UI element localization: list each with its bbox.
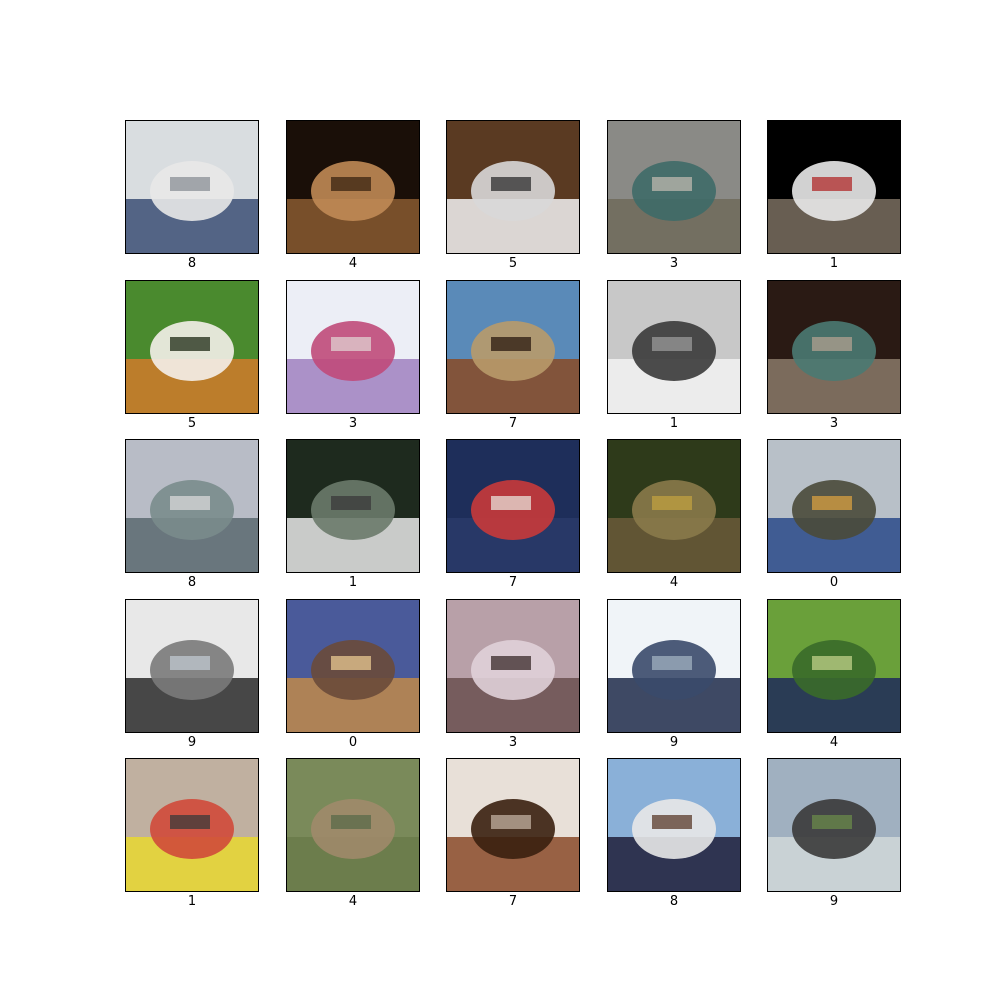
thumbnail-picture — [287, 759, 419, 891]
thumbnail-label: 7 — [446, 416, 580, 432]
thumbnail-label: 3 — [446, 735, 580, 751]
thumbnail-label: 3 — [286, 416, 420, 432]
thumbnail-label: 5 — [125, 416, 259, 432]
thumbnail-picture — [447, 440, 579, 572]
thumbnail-label: 4 — [286, 256, 420, 272]
thumbnail-image — [607, 280, 741, 414]
thumbnail-image — [767, 120, 901, 254]
thumbnail-label: 5 — [446, 256, 580, 272]
thumbnail-picture — [768, 121, 900, 253]
thumbnail-picture — [608, 440, 740, 572]
thumbnail-image — [286, 439, 420, 573]
thumbnail-image — [607, 599, 741, 733]
thumbnail-picture — [768, 440, 900, 572]
thumbnail-label: 8 — [607, 894, 741, 910]
thumbnail-image — [446, 439, 580, 573]
thumbnail-label: 3 — [607, 256, 741, 272]
thumbnail-image — [286, 599, 420, 733]
thumbnail-picture — [608, 759, 740, 891]
thumbnail-image — [125, 599, 259, 733]
thumbnail-picture — [126, 759, 258, 891]
thumbnail-label: 8 — [125, 575, 259, 591]
thumbnail-image — [446, 120, 580, 254]
thumbnail-image — [446, 280, 580, 414]
thumbnail-image — [607, 758, 741, 892]
thumbnail-image — [446, 599, 580, 733]
thumbnail-label: 4 — [767, 735, 901, 751]
thumbnail-label: 1 — [607, 416, 741, 432]
thumbnail-image — [125, 758, 259, 892]
thumbnail-image — [286, 120, 420, 254]
thumbnail-picture — [768, 281, 900, 413]
thumbnail-label: 7 — [446, 575, 580, 591]
thumbnail-picture — [126, 440, 258, 572]
thumbnail-picture — [608, 281, 740, 413]
thumbnail-label: 9 — [607, 735, 741, 751]
thumbnail-picture — [447, 759, 579, 891]
thumbnail-picture — [447, 600, 579, 732]
thumbnail-image — [767, 758, 901, 892]
thumbnail-picture — [287, 600, 419, 732]
thumbnail-label: 4 — [286, 894, 420, 910]
thumbnail-label: 0 — [767, 575, 901, 591]
thumbnail-picture — [768, 759, 900, 891]
thumbnail-picture — [447, 121, 579, 253]
thumbnail-picture — [287, 281, 419, 413]
thumbnail-label: 9 — [125, 735, 259, 751]
thumbnail-picture — [126, 281, 258, 413]
thumbnail-picture — [287, 121, 419, 253]
thumbnail-picture — [126, 121, 258, 253]
thumbnail-picture — [768, 600, 900, 732]
thumbnail-image — [767, 439, 901, 573]
thumbnail-image — [767, 599, 901, 733]
thumbnail-image — [286, 280, 420, 414]
thumbnail-picture — [447, 281, 579, 413]
thumbnail-label: 1 — [767, 256, 901, 272]
thumbnail-picture — [287, 440, 419, 572]
thumbnail-image — [767, 280, 901, 414]
thumbnail-label: 3 — [767, 416, 901, 432]
thumbnail-image — [125, 120, 259, 254]
thumbnail-label: 8 — [125, 256, 259, 272]
thumbnail-label: 7 — [446, 894, 580, 910]
thumbnail-label: 4 — [607, 575, 741, 591]
thumbnail-label: 1 — [125, 894, 259, 910]
thumbnail-image — [125, 280, 259, 414]
thumbnail-picture — [608, 121, 740, 253]
thumbnail-picture — [126, 600, 258, 732]
thumbnail-image — [125, 439, 259, 573]
thumbnail-label: 9 — [767, 894, 901, 910]
thumbnail-image — [607, 439, 741, 573]
thumbnail-label: 0 — [286, 735, 420, 751]
thumbnail-image — [607, 120, 741, 254]
thumbnail-label: 1 — [286, 575, 420, 591]
thumbnail-picture — [608, 600, 740, 732]
thumbnail-image — [286, 758, 420, 892]
thumbnail-image — [446, 758, 580, 892]
